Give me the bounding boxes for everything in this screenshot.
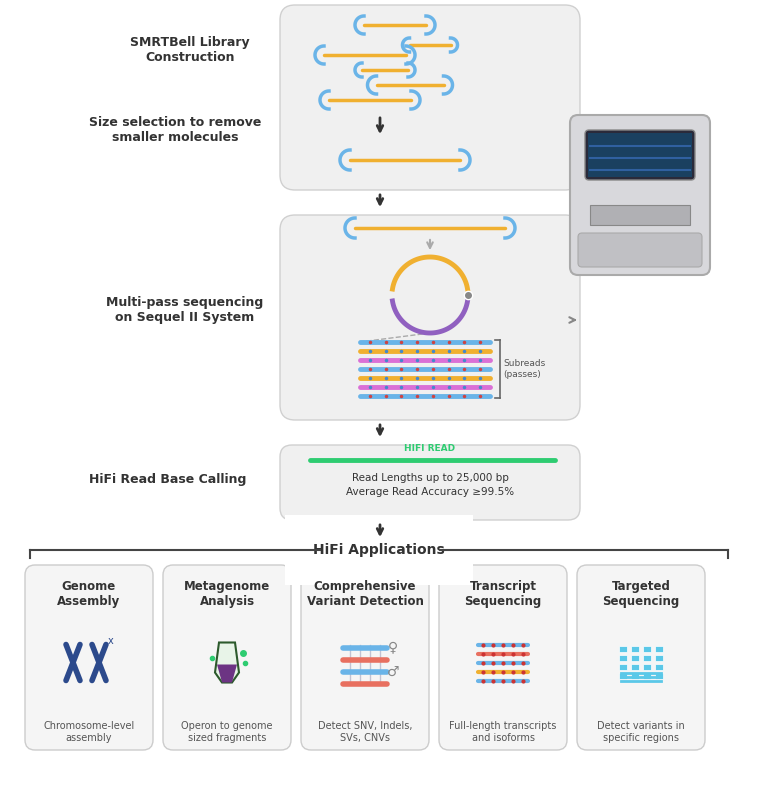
Polygon shape bbox=[215, 642, 239, 683]
Text: Average Read Accuracy ≥99.5%: Average Read Accuracy ≥99.5% bbox=[346, 487, 514, 497]
FancyBboxPatch shape bbox=[570, 115, 710, 275]
FancyBboxPatch shape bbox=[643, 654, 651, 660]
FancyBboxPatch shape bbox=[301, 565, 429, 750]
Text: ♂: ♂ bbox=[387, 664, 399, 679]
Text: HiFi Read Base Calling: HiFi Read Base Calling bbox=[89, 474, 246, 487]
FancyBboxPatch shape bbox=[655, 672, 663, 679]
Text: Metagenome
Analysis: Metagenome Analysis bbox=[184, 580, 270, 608]
FancyBboxPatch shape bbox=[163, 565, 291, 750]
FancyBboxPatch shape bbox=[655, 646, 663, 651]
FancyBboxPatch shape bbox=[643, 672, 651, 679]
Text: Size selection to remove
smaller molecules: Size selection to remove smaller molecul… bbox=[89, 116, 262, 144]
FancyBboxPatch shape bbox=[619, 672, 627, 679]
FancyBboxPatch shape bbox=[631, 654, 639, 660]
Text: Read Lengths up to 25,000 bp: Read Lengths up to 25,000 bp bbox=[352, 473, 509, 483]
FancyBboxPatch shape bbox=[280, 5, 580, 190]
Text: HIFI READ: HIFI READ bbox=[405, 444, 456, 453]
FancyBboxPatch shape bbox=[631, 672, 639, 679]
FancyBboxPatch shape bbox=[655, 663, 663, 670]
Text: Genome
Assembly: Genome Assembly bbox=[58, 580, 121, 608]
Text: Multi-pass sequencing
on Sequel II System: Multi-pass sequencing on Sequel II Syste… bbox=[106, 296, 264, 324]
FancyBboxPatch shape bbox=[619, 646, 627, 651]
FancyBboxPatch shape bbox=[590, 205, 690, 225]
FancyBboxPatch shape bbox=[655, 654, 663, 660]
Text: Comprehensive
Variant Detection: Comprehensive Variant Detection bbox=[306, 580, 424, 608]
FancyBboxPatch shape bbox=[578, 233, 702, 267]
FancyBboxPatch shape bbox=[280, 445, 580, 520]
Polygon shape bbox=[217, 664, 237, 683]
Text: Detect SNV, Indels,
SVs, CNVs: Detect SNV, Indels, SVs, CNVs bbox=[318, 721, 412, 743]
FancyBboxPatch shape bbox=[631, 646, 639, 651]
Text: SMRTBell Library
Construction: SMRTBell Library Construction bbox=[130, 36, 250, 64]
Text: Full-length transcripts
and isoforms: Full-length transcripts and isoforms bbox=[449, 721, 556, 743]
FancyBboxPatch shape bbox=[643, 663, 651, 670]
Text: Subreads
(passes): Subreads (passes) bbox=[503, 360, 545, 379]
FancyBboxPatch shape bbox=[439, 565, 567, 750]
Text: Operon to genome
sized fragments: Operon to genome sized fragments bbox=[181, 721, 273, 743]
Text: Chromosome-level
assembly: Chromosome-level assembly bbox=[43, 721, 135, 743]
FancyBboxPatch shape bbox=[588, 133, 692, 177]
FancyBboxPatch shape bbox=[577, 565, 705, 750]
Text: Targeted
Sequencing: Targeted Sequencing bbox=[603, 580, 680, 608]
FancyBboxPatch shape bbox=[280, 215, 580, 420]
FancyBboxPatch shape bbox=[643, 646, 651, 651]
FancyBboxPatch shape bbox=[631, 663, 639, 670]
FancyBboxPatch shape bbox=[619, 654, 627, 660]
FancyBboxPatch shape bbox=[619, 663, 627, 670]
Text: x: x bbox=[108, 636, 114, 646]
Text: ♀: ♀ bbox=[388, 641, 398, 654]
Text: Detect variants in
specific regions: Detect variants in specific regions bbox=[597, 721, 685, 743]
FancyBboxPatch shape bbox=[25, 565, 153, 750]
Text: HiFi Applications: HiFi Applications bbox=[313, 543, 445, 557]
FancyBboxPatch shape bbox=[585, 130, 695, 180]
Text: Transcript
Sequencing: Transcript Sequencing bbox=[465, 580, 542, 608]
